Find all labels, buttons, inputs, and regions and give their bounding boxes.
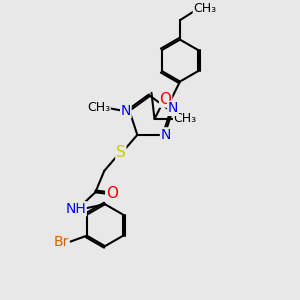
Text: O: O (160, 92, 172, 107)
Text: Br: Br (54, 235, 69, 249)
Text: CH₃: CH₃ (173, 112, 197, 125)
Text: O: O (106, 186, 118, 201)
Text: CH₃: CH₃ (87, 101, 110, 114)
Text: NH: NH (65, 202, 86, 216)
Text: N: N (121, 104, 131, 118)
Text: S: S (116, 145, 126, 160)
Text: N: N (160, 128, 171, 142)
Text: N: N (168, 101, 178, 116)
Text: CH₃: CH₃ (193, 2, 217, 15)
